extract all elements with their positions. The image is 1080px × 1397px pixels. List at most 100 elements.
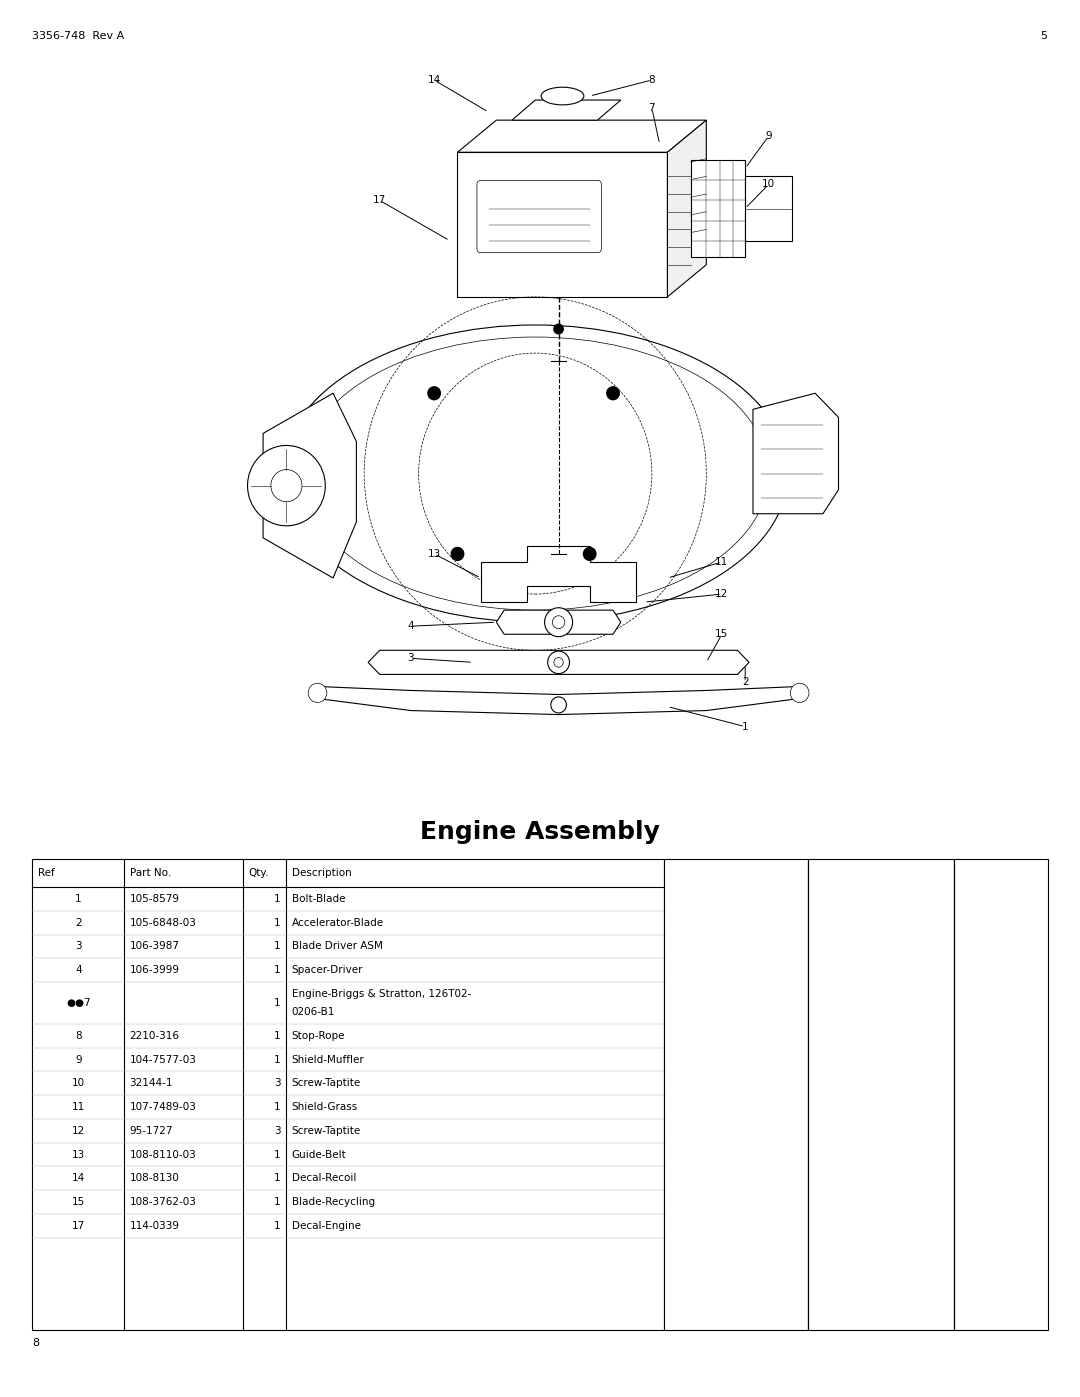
Circle shape [607,387,619,400]
Text: 13: 13 [428,549,441,559]
Bar [808,859,954,1330]
Text: 1: 1 [742,722,748,732]
Polygon shape [264,394,356,578]
Text: Part No.: Part No. [130,868,171,879]
Text: 106-3987: 106-3987 [130,942,179,951]
Polygon shape [368,651,750,675]
Text: Decal-Engine: Decal-Engine [292,1221,361,1231]
Text: Shield-Muffler: Shield-Muffler [292,1055,364,1065]
Circle shape [554,658,564,668]
Text: 1: 1 [274,1197,281,1207]
Text: Engine-Briggs & Stratton, 126T02-: Engine-Briggs & Stratton, 126T02- [292,989,471,999]
Text: 8: 8 [75,1031,82,1041]
Text: Decal-Recoil: Decal-Recoil [292,1173,356,1183]
Text: Spacer-Driver: Spacer-Driver [292,965,363,975]
Text: Description: Description [292,868,351,879]
Text: ●●7: ●●7 [66,997,91,1009]
Polygon shape [745,176,792,240]
Text: 15: 15 [71,1197,85,1207]
Text: 108-8130: 108-8130 [130,1173,179,1183]
Text: 15: 15 [715,629,729,640]
Circle shape [544,608,572,637]
Circle shape [554,324,564,334]
Text: 17: 17 [71,1221,85,1231]
Polygon shape [318,686,799,714]
Text: 9: 9 [75,1055,82,1065]
Text: 107-7489-03: 107-7489-03 [130,1102,197,1112]
Text: 14: 14 [428,75,441,85]
Text: 5: 5 [1041,31,1048,41]
Text: 108-8110-03: 108-8110-03 [130,1150,197,1160]
Circle shape [551,697,566,712]
Text: 105-8579: 105-8579 [130,894,179,904]
Text: 1: 1 [274,997,281,1009]
Text: 8: 8 [649,75,656,85]
Text: 11: 11 [71,1102,85,1112]
Text: 12: 12 [71,1126,85,1136]
Text: 4: 4 [75,965,82,975]
Bar [32,859,664,1330]
Text: Bolt-Blade: Bolt-Blade [292,894,346,904]
Text: 1: 1 [274,1173,281,1183]
Text: Qty.: Qty. [248,868,269,879]
Ellipse shape [541,87,584,105]
Text: Shield-Grass: Shield-Grass [292,1102,357,1112]
Circle shape [428,387,441,400]
Text: 108-3762-03: 108-3762-03 [130,1197,197,1207]
Text: 4: 4 [407,622,414,631]
Circle shape [247,446,325,525]
Circle shape [419,353,652,594]
Circle shape [548,651,569,673]
Polygon shape [458,152,667,298]
Circle shape [451,548,463,560]
Polygon shape [753,394,838,514]
Text: 14: 14 [71,1173,85,1183]
Text: 3: 3 [407,654,414,664]
Text: 13: 13 [71,1150,85,1160]
Polygon shape [481,546,636,602]
Circle shape [271,469,302,502]
Text: 10: 10 [762,179,775,190]
Circle shape [552,616,565,629]
Text: 106-3999: 106-3999 [130,965,179,975]
Polygon shape [458,120,706,152]
Text: 1: 1 [274,1221,281,1231]
Text: 3: 3 [274,1126,281,1136]
Bar [954,859,1048,1330]
Text: 1: 1 [274,942,281,951]
Text: Guide-Belt: Guide-Belt [292,1150,347,1160]
Text: 114-0339: 114-0339 [130,1221,179,1231]
Circle shape [791,683,809,703]
Text: Screw-Taptite: Screw-Taptite [292,1126,361,1136]
Text: 3356-748  Rev A: 3356-748 Rev A [32,31,124,41]
Text: 17: 17 [373,196,387,205]
Text: Engine Assembly: Engine Assembly [420,820,660,844]
Text: 95-1727: 95-1727 [130,1126,173,1136]
FancyBboxPatch shape [477,180,602,253]
Text: 1: 1 [274,1102,281,1112]
Text: 0206-B1: 0206-B1 [292,1007,335,1017]
Text: 1: 1 [274,1031,281,1041]
Text: Accelerator-Blade: Accelerator-Blade [292,918,383,928]
Polygon shape [691,161,745,257]
Text: 3: 3 [274,1078,281,1088]
Polygon shape [512,101,621,120]
Text: 32144-1: 32144-1 [130,1078,173,1088]
Text: 8: 8 [32,1338,40,1348]
Text: Screw-Taptite: Screw-Taptite [292,1078,361,1088]
Bar [664,859,808,1330]
Text: 7: 7 [649,103,656,113]
Polygon shape [667,120,706,298]
Text: 2: 2 [75,918,82,928]
Circle shape [308,683,327,703]
Text: Blade Driver ASM: Blade Driver ASM [292,942,382,951]
Text: 2210-316: 2210-316 [130,1031,179,1041]
Text: 105-6848-03: 105-6848-03 [130,918,197,928]
Text: 1: 1 [274,918,281,928]
Text: Stop-Rope: Stop-Rope [292,1031,346,1041]
Text: 1: 1 [75,894,82,904]
Polygon shape [286,330,784,617]
Text: 9: 9 [766,131,772,141]
Text: 1: 1 [274,965,281,975]
Text: 11: 11 [715,557,729,567]
